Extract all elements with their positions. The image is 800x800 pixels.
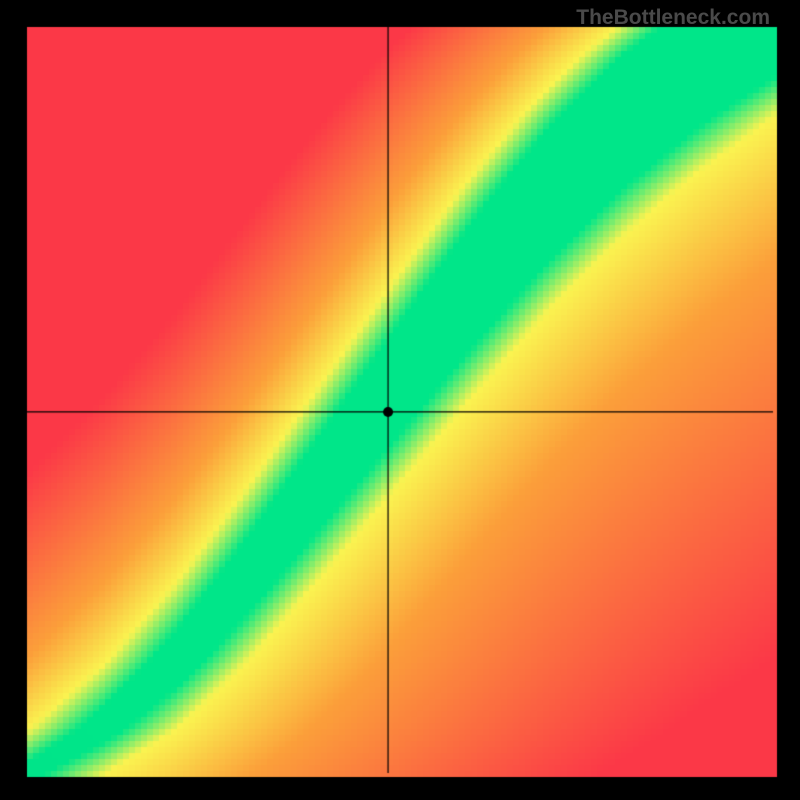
bottleneck-heatmap bbox=[0, 0, 800, 800]
watermark-text: TheBottleneck.com bbox=[576, 6, 770, 30]
